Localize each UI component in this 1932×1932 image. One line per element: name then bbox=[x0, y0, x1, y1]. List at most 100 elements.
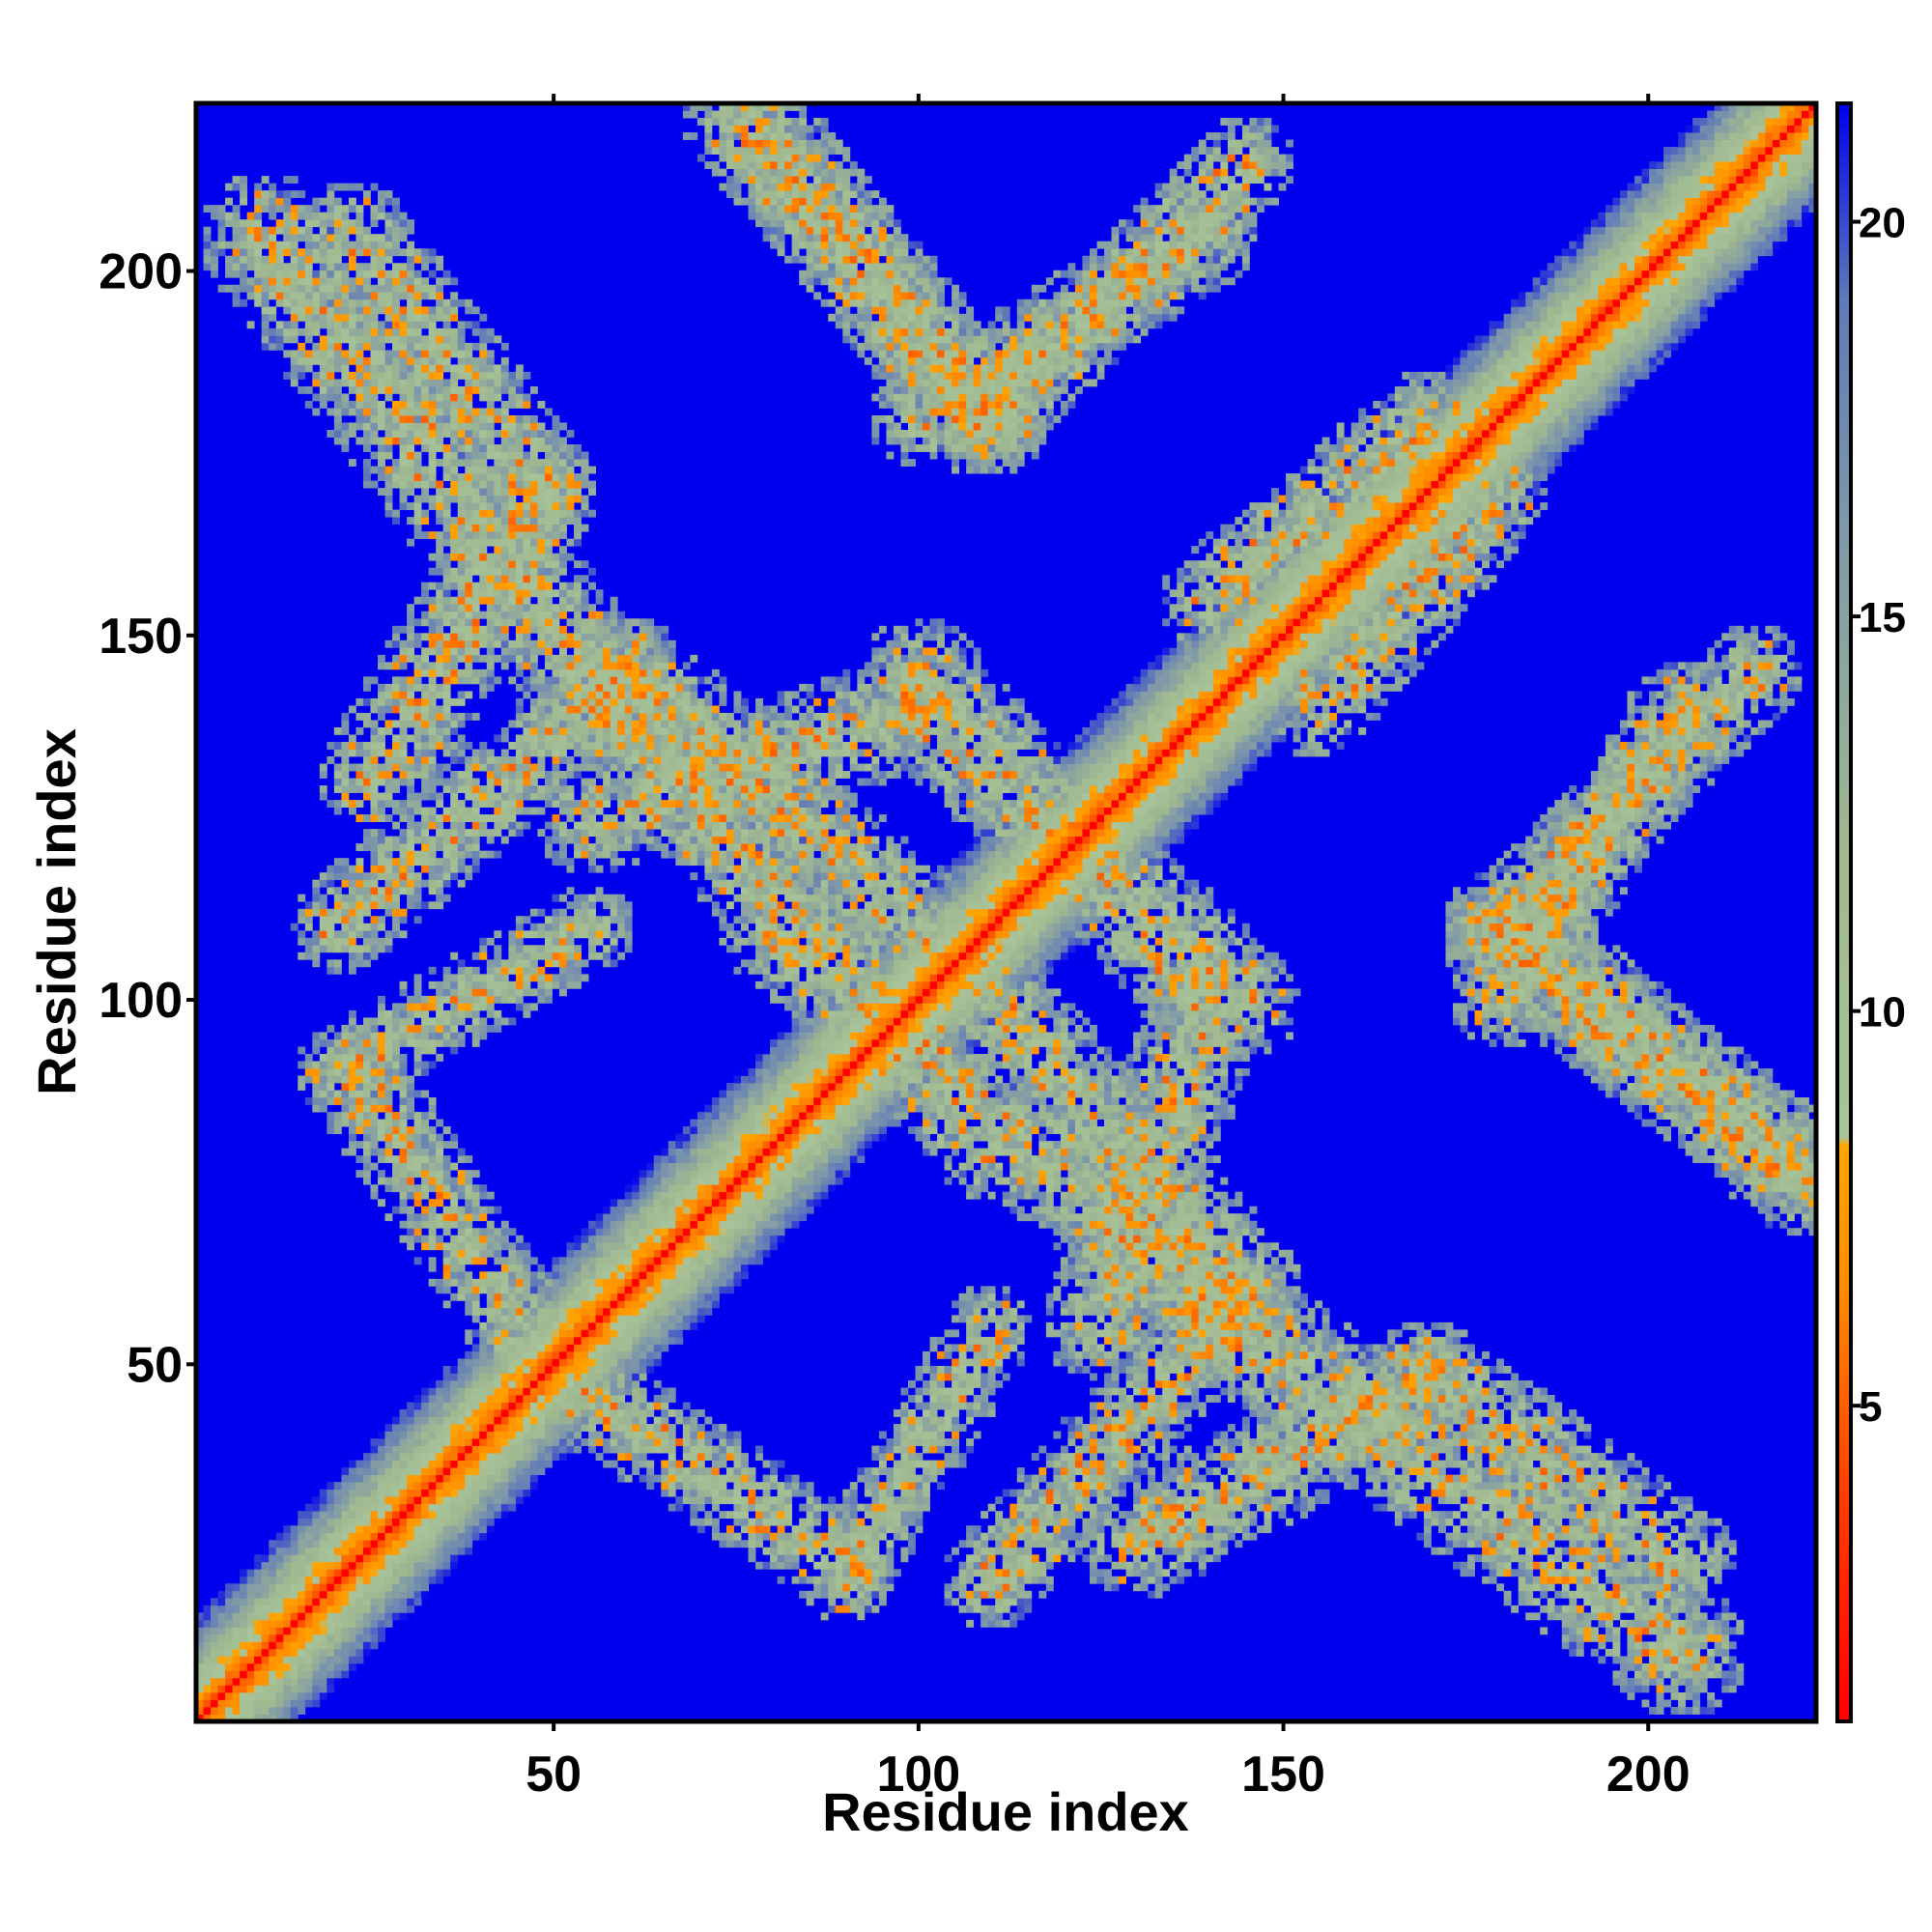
heatmap-cell bbox=[588, 858, 597, 867]
heatmap-cell bbox=[399, 858, 408, 867]
heatmap-cell bbox=[341, 356, 350, 365]
heatmap-cell bbox=[471, 1184, 480, 1193]
heatmap-cell bbox=[407, 1228, 415, 1236]
heatmap-cell bbox=[370, 865, 379, 873]
heatmap-cell bbox=[457, 1191, 466, 1200]
heatmap-cell bbox=[515, 1235, 524, 1243]
heatmap-cell bbox=[370, 1561, 379, 1570]
heatmap-cell bbox=[494, 1300, 502, 1309]
heatmap-cell bbox=[465, 1184, 473, 1193]
heatmap-cell bbox=[436, 691, 444, 699]
heatmap-cell bbox=[413, 1191, 422, 1200]
heatmap-cell bbox=[378, 734, 385, 743]
heatmap-cell bbox=[523, 720, 531, 728]
heatmap-cell bbox=[552, 633, 560, 641]
heatmap-cell bbox=[269, 284, 277, 293]
heatmap-cell bbox=[399, 451, 408, 460]
heatmap-cell bbox=[471, 459, 480, 467]
heatmap-cell bbox=[392, 400, 400, 409]
heatmap-cell bbox=[348, 778, 356, 786]
heatmap-cell bbox=[355, 930, 364, 939]
heatmap-cell bbox=[465, 1379, 473, 1388]
heatmap-cell bbox=[436, 1576, 444, 1584]
heatmap-cell bbox=[327, 1561, 335, 1570]
heatmap-cell bbox=[217, 205, 226, 213]
heatmap-cell bbox=[515, 1365, 524, 1374]
heatmap-cell bbox=[319, 356, 327, 365]
heatmap-cell bbox=[574, 444, 582, 452]
heatmap-cell bbox=[486, 611, 495, 619]
heatmap-cell bbox=[494, 1344, 502, 1352]
heatmap-cell bbox=[428, 1561, 437, 1570]
heatmap-cell bbox=[283, 1590, 292, 1599]
heatmap-cell bbox=[479, 473, 488, 481]
heatmap-cell bbox=[515, 633, 524, 641]
heatmap-cell bbox=[559, 1336, 567, 1345]
heatmap-cell bbox=[428, 1162, 437, 1171]
heatmap-cell bbox=[298, 1691, 306, 1700]
heatmap-cell bbox=[595, 1416, 604, 1425]
heatmap-cell bbox=[384, 1540, 393, 1548]
heatmap-cell bbox=[574, 647, 582, 656]
heatmap-cell bbox=[196, 1641, 204, 1650]
heatmap-cell bbox=[392, 1518, 400, 1526]
heatmap-cell bbox=[574, 1379, 582, 1388]
heatmap-cell bbox=[442, 1220, 451, 1229]
heatmap-cell bbox=[428, 350, 437, 358]
heatmap-cell bbox=[407, 1213, 415, 1222]
heatmap-cell bbox=[494, 385, 502, 394]
heatmap-cell bbox=[378, 1083, 385, 1091]
heatmap-cell bbox=[304, 1590, 313, 1599]
heatmap-cell bbox=[312, 1598, 321, 1606]
heatmap-cell bbox=[203, 1656, 212, 1664]
heatmap-cell bbox=[421, 1583, 430, 1592]
heatmap-cell bbox=[304, 1511, 313, 1520]
heatmap-cell bbox=[544, 691, 553, 699]
heatmap-cell bbox=[566, 1286, 575, 1294]
heatmap-cell bbox=[529, 495, 538, 503]
heatmap-cell bbox=[559, 1329, 567, 1338]
heatmap-cell bbox=[283, 1714, 292, 1722]
heatmap-cell bbox=[508, 952, 517, 960]
heatmap-cell bbox=[240, 284, 248, 293]
heatmap-cell bbox=[574, 741, 582, 750]
heatmap-cell bbox=[333, 1097, 342, 1105]
heatmap-cell bbox=[515, 618, 524, 627]
heatmap-cell bbox=[384, 1177, 393, 1185]
heatmap-cell bbox=[479, 763, 488, 772]
heatmap-cell bbox=[442, 1569, 451, 1577]
heatmap-cell bbox=[486, 1379, 495, 1388]
heatmap-cell bbox=[407, 691, 415, 699]
heatmap-cell bbox=[465, 974, 473, 982]
heatmap-cell bbox=[588, 1264, 597, 1272]
heatmap-cell bbox=[312, 1061, 321, 1069]
heatmap-cell bbox=[298, 306, 306, 315]
heatmap-cell bbox=[312, 908, 321, 917]
heatmap-cell bbox=[588, 662, 597, 670]
heatmap-cell bbox=[298, 277, 306, 286]
heatmap-cell bbox=[552, 1286, 560, 1294]
heatmap-cell bbox=[413, 1119, 422, 1127]
heatmap-cell bbox=[341, 930, 350, 939]
heatmap-cell bbox=[457, 1373, 466, 1381]
heatmap-cell bbox=[471, 1286, 480, 1294]
heatmap-cell bbox=[559, 930, 567, 939]
heatmap-cell bbox=[559, 778, 567, 786]
heatmap-cell bbox=[581, 734, 589, 743]
heatmap-cell bbox=[465, 1155, 473, 1164]
heatmap-cell bbox=[341, 430, 350, 438]
heatmap-cell bbox=[574, 749, 582, 757]
heatmap-cell bbox=[399, 306, 408, 315]
heatmap-cell bbox=[442, 1170, 451, 1179]
heatmap-cell bbox=[457, 437, 466, 445]
heatmap-cell bbox=[436, 531, 444, 540]
heatmap-cell bbox=[399, 1554, 408, 1563]
heatmap-cell bbox=[384, 277, 393, 286]
heatmap-cell bbox=[603, 1387, 611, 1396]
heatmap-cell bbox=[384, 756, 393, 764]
heatmap-cell bbox=[428, 734, 437, 743]
heatmap-cell bbox=[421, 1119, 430, 1127]
heatmap-cell bbox=[436, 778, 444, 786]
heatmap-cell bbox=[465, 691, 473, 699]
heatmap-cell bbox=[399, 342, 408, 351]
